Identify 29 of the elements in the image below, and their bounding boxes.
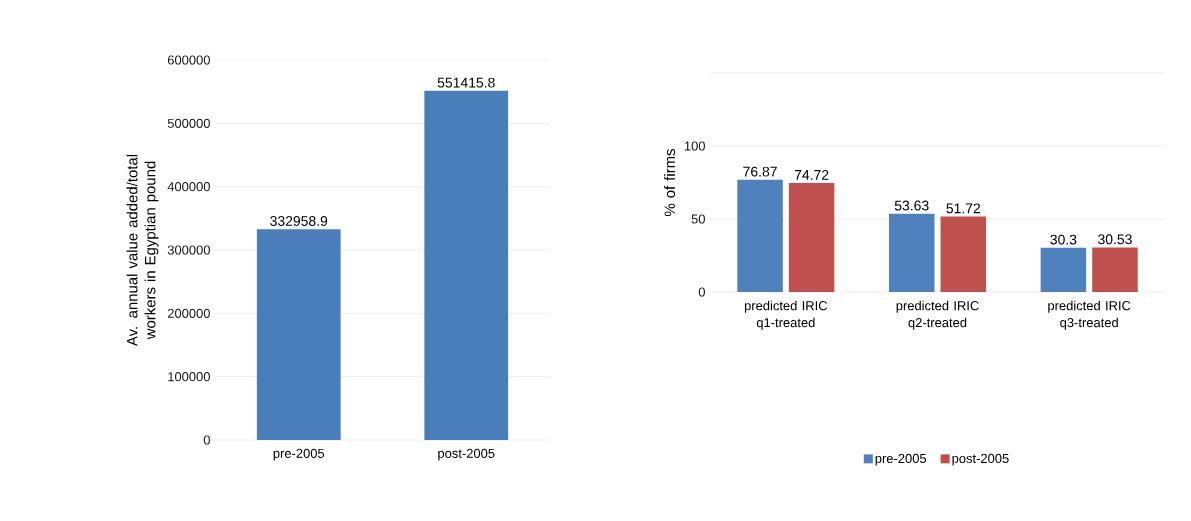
x-tick-label: predicted IRIC q1-treated <box>744 300 828 330</box>
data-label: 53.63 <box>894 200 929 211</box>
y-axis-title: % of firms <box>664 149 676 217</box>
y-tick-label: 100000 <box>168 372 210 382</box>
bar <box>1040 247 1087 292</box>
x-tick-label: predicted IRIC q2-treated <box>896 300 979 330</box>
data-label: 76.87 <box>743 166 777 177</box>
y-tick-label: 300000 <box>167 245 210 255</box>
data-label: 30.53 <box>1098 234 1132 245</box>
data-label: 51.72 <box>946 203 981 214</box>
bar <box>1092 247 1138 292</box>
data-label: 30.3 <box>1050 234 1077 245</box>
y-tick-label: 0 <box>203 435 210 445</box>
bar <box>940 216 987 292</box>
bar <box>737 179 783 292</box>
y-tick-label: 400000 <box>167 182 210 192</box>
data-label: 551415.8 <box>437 77 495 88</box>
y-tick-label: 200000 <box>167 308 210 318</box>
y-tick-label: 50 <box>691 214 705 224</box>
data-label: 74.72 <box>794 169 829 180</box>
y-tick-label: 500000 <box>167 118 210 128</box>
y-tick-label: 0 <box>698 287 705 297</box>
y-axis-title: Av. annual value added/total workers in Egyptian pound <box>126 154 159 347</box>
data-label: 332958.9 <box>270 216 328 226</box>
x-tick-label: predicted IRIC q3-treated <box>1048 300 1131 330</box>
bar <box>888 213 935 292</box>
y-tick-label: 600000 <box>167 55 210 65</box>
y-tick-label: 100 <box>684 141 705 151</box>
bar <box>788 182 835 292</box>
